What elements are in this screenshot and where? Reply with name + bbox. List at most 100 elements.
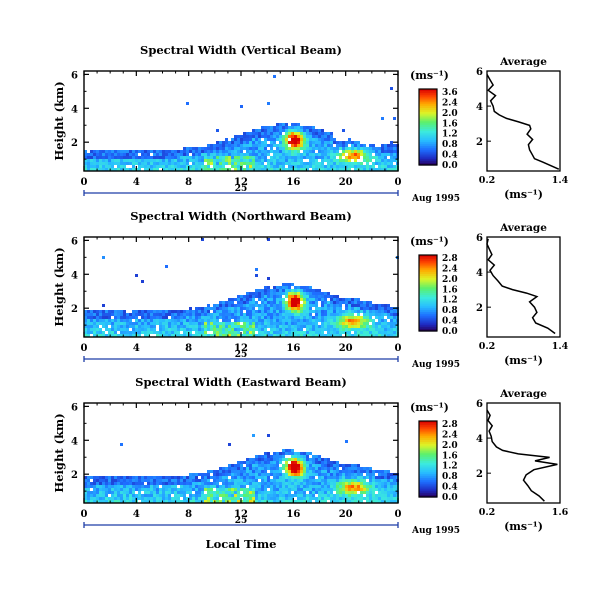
heatmap-cell bbox=[366, 485, 369, 488]
heatmap-cell bbox=[267, 238, 270, 241]
heatmap-cell bbox=[372, 497, 375, 500]
heatmap-cell bbox=[327, 488, 330, 491]
heatmap-cell bbox=[267, 325, 270, 328]
heatmap-cell bbox=[132, 153, 135, 156]
colorbar-segment bbox=[419, 100, 437, 103]
heatmap-cell bbox=[138, 165, 141, 168]
heatmap-cell bbox=[255, 153, 258, 156]
heatmap-cell bbox=[150, 497, 153, 500]
heatmap-cell bbox=[159, 316, 162, 319]
heatmap-cell bbox=[309, 144, 312, 147]
heatmap-cell bbox=[204, 322, 207, 325]
heatmap-cell bbox=[201, 334, 204, 337]
heatmap-cell bbox=[276, 497, 279, 500]
heatmap-cell bbox=[171, 476, 174, 479]
heatmap-cell bbox=[96, 319, 99, 322]
heatmap-cell bbox=[183, 482, 186, 485]
heatmap-cell bbox=[321, 458, 324, 461]
y-tick-label: 4 bbox=[71, 104, 78, 115]
heatmap-cell bbox=[243, 144, 246, 147]
heatmap-cell bbox=[267, 319, 270, 322]
heatmap-cell bbox=[225, 168, 228, 171]
heatmap-cell bbox=[153, 150, 156, 153]
heatmap-cell bbox=[162, 319, 165, 322]
average-y-tick-label: 2 bbox=[476, 303, 483, 314]
heatmap-cell bbox=[117, 476, 120, 479]
heatmap-cell bbox=[267, 491, 270, 494]
colorbar-tick-label: 0.8 bbox=[442, 472, 458, 482]
heatmap-cell bbox=[252, 464, 255, 467]
heatmap-cell bbox=[327, 153, 330, 156]
heatmap-cell bbox=[324, 310, 327, 313]
heatmap-cell bbox=[360, 322, 363, 325]
heatmap-cell bbox=[249, 328, 252, 331]
heatmap-cell bbox=[210, 488, 213, 491]
heatmap-cell bbox=[171, 319, 174, 322]
heatmap-cell bbox=[318, 488, 321, 491]
colorbar-segment bbox=[419, 142, 437, 145]
heatmap-cell bbox=[321, 316, 324, 319]
heatmap-cell bbox=[120, 322, 123, 325]
heatmap-cell bbox=[312, 129, 315, 132]
heatmap-cell bbox=[228, 325, 231, 328]
heatmap-cell bbox=[180, 494, 183, 497]
heatmap-cell bbox=[105, 494, 108, 497]
heatmap-cell bbox=[174, 479, 177, 482]
heatmap-cell bbox=[213, 476, 216, 479]
heatmap-cell bbox=[330, 165, 333, 168]
heatmap-cell bbox=[354, 165, 357, 168]
heatmap-cell bbox=[315, 141, 318, 144]
heatmap-cell bbox=[267, 461, 270, 464]
heatmap-cell bbox=[93, 168, 96, 171]
heatmap-cell bbox=[153, 165, 156, 168]
heatmap-cell bbox=[240, 310, 243, 313]
heatmap-cell bbox=[183, 162, 186, 165]
heatmap-cell bbox=[345, 334, 348, 337]
heatmap-cell bbox=[147, 334, 150, 337]
heatmap-cell bbox=[192, 159, 195, 162]
heatmap-cell bbox=[186, 313, 189, 316]
heatmap-cell bbox=[294, 168, 297, 171]
heatmap-cell bbox=[282, 298, 285, 301]
heatmap-cell bbox=[342, 482, 345, 485]
heatmap-cell bbox=[333, 328, 336, 331]
heatmap-cell bbox=[315, 464, 318, 467]
heatmap-cell bbox=[84, 156, 87, 159]
heatmap-cell bbox=[114, 328, 117, 331]
heatmap-cell bbox=[273, 485, 276, 488]
colorbar-segment bbox=[419, 460, 437, 464]
heatmap-cell bbox=[105, 482, 108, 485]
heatmap-cell bbox=[219, 328, 222, 331]
colorbar-tick-label: 1.2 bbox=[442, 296, 458, 306]
heatmap-cell bbox=[330, 150, 333, 153]
heatmap-cell bbox=[138, 497, 141, 500]
heatmap-cell bbox=[231, 162, 234, 165]
heatmap-cell bbox=[243, 476, 246, 479]
heatmap-cell bbox=[348, 165, 351, 168]
heatmap-cell bbox=[390, 488, 393, 491]
heatmap-cell bbox=[285, 304, 288, 307]
heatmap-cell bbox=[342, 476, 345, 479]
heatmap-cell bbox=[192, 153, 195, 156]
heatmap-cell bbox=[132, 331, 135, 334]
heatmap-cell bbox=[231, 313, 234, 316]
heatmap-cell bbox=[159, 156, 162, 159]
heatmap-cell bbox=[168, 156, 171, 159]
heatmap-cell bbox=[327, 147, 330, 150]
colorbar-frame bbox=[418, 420, 438, 498]
heatmap-cell bbox=[258, 319, 261, 322]
heatmap-cell bbox=[303, 500, 306, 503]
colorbar-segment bbox=[419, 89, 437, 92]
heatmap-cell bbox=[318, 129, 321, 132]
heatmap-cell bbox=[348, 316, 351, 319]
heatmap-cell bbox=[207, 488, 210, 491]
heatmap-cell bbox=[381, 325, 384, 328]
heatmap-cell bbox=[342, 313, 345, 316]
heatmap-cell bbox=[351, 473, 354, 476]
heatmap-cell bbox=[330, 482, 333, 485]
heatmap-cell bbox=[225, 470, 228, 473]
heatmap-cell bbox=[249, 292, 252, 295]
heatmap-cell bbox=[315, 129, 318, 132]
heatmap-cell bbox=[189, 334, 192, 337]
heatmap-cell bbox=[156, 310, 159, 313]
